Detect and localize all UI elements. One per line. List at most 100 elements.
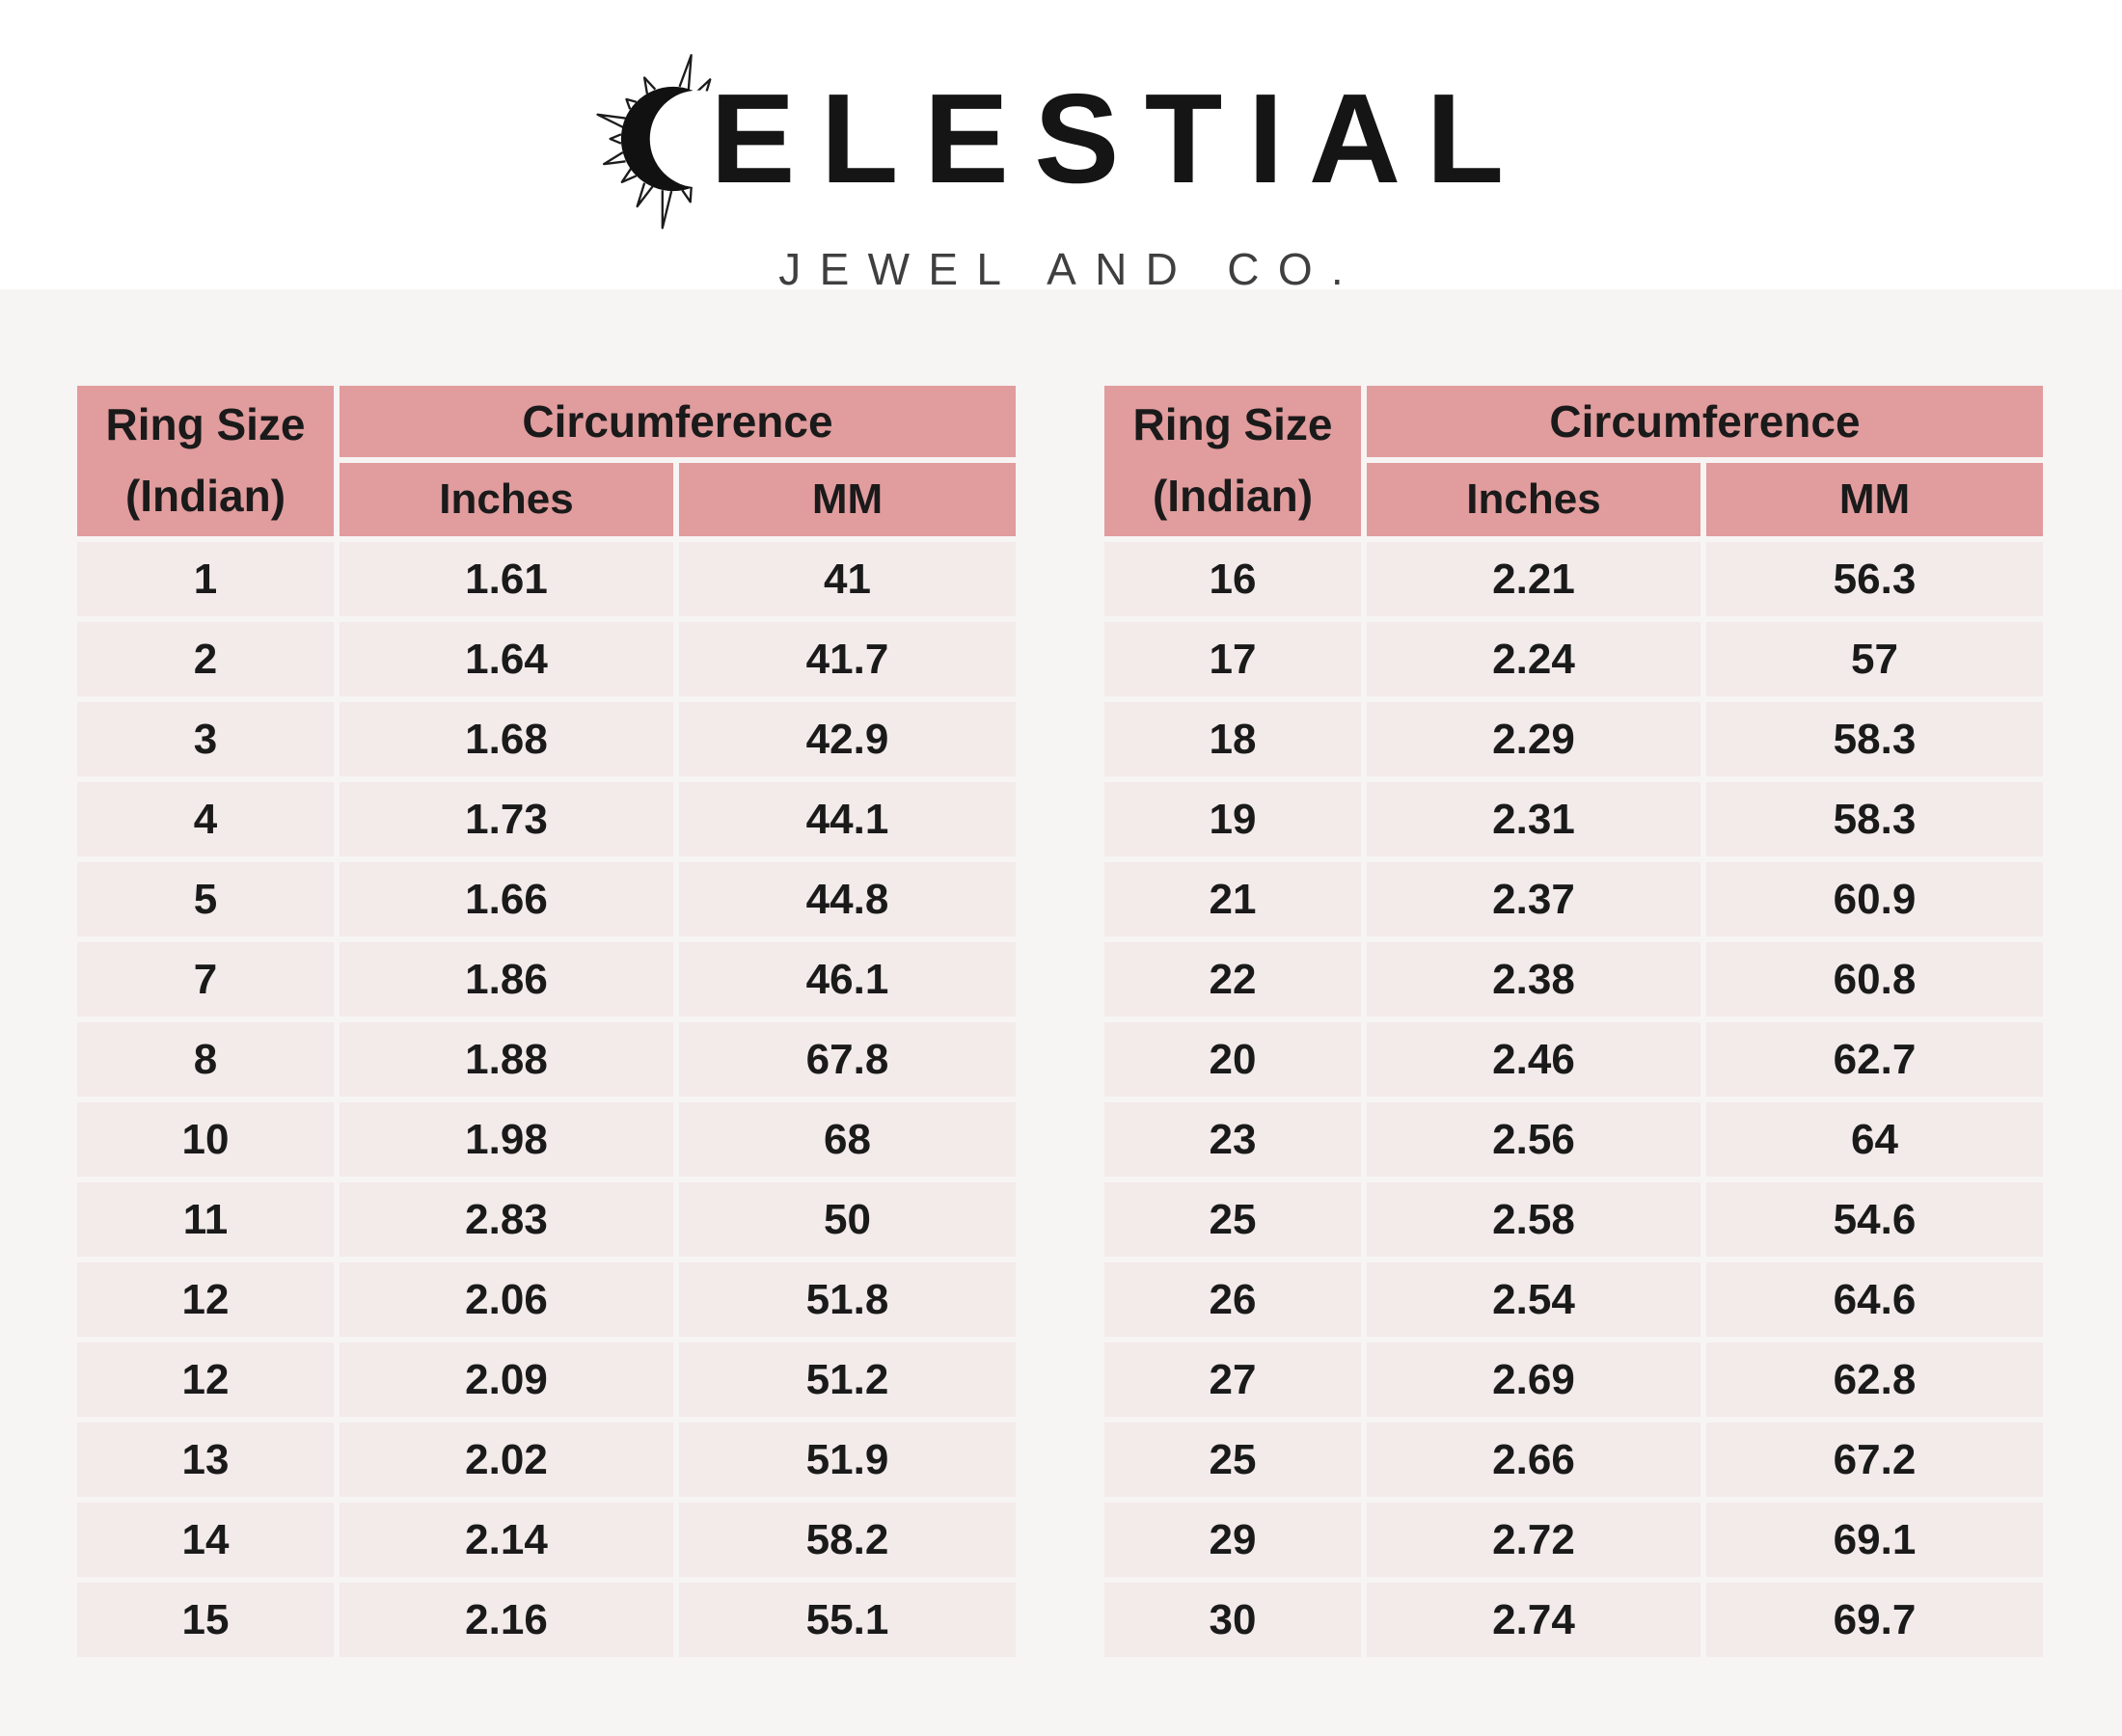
ring-size-cell: 17: [1104, 622, 1361, 696]
inches-cell: 2.24: [1367, 622, 1700, 696]
ring-size-table-right-body: 16 2.21 56.3 17 2.24 57 18 2.29 58.3 19 2.31 58.3 21…: [1104, 542, 2043, 1657]
table-row: 1 1.61 41: [77, 542, 1016, 616]
ring-size-header-line1: Ring Size: [105, 399, 306, 450]
mm-cell: 57: [1706, 622, 2043, 696]
table-row: 14 2.14 58.2: [77, 1503, 1016, 1577]
table-row: 25 2.58 54.6: [1104, 1182, 2043, 1257]
ring-size-header: Ring Size (Indian): [1104, 386, 1361, 536]
table-row: 16 2.21 56.3: [1104, 542, 2043, 616]
ring-size-cell: 27: [1104, 1343, 1361, 1417]
table-row: 19 2.31 58.3: [1104, 782, 2043, 856]
table-row: 2 1.64 41.7: [77, 622, 1016, 696]
table-row: 30 2.74 69.7: [1104, 1583, 2043, 1657]
ring-size-cell: 25: [1104, 1423, 1361, 1497]
ring-size-header: Ring Size (Indian): [77, 386, 334, 536]
table-row: 15 2.16 55.1: [77, 1583, 1016, 1657]
inches-cell: 1.66: [340, 862, 673, 936]
mm-cell: 56.3: [1706, 542, 2043, 616]
inches-cell: 1.68: [340, 702, 673, 776]
mm-cell: 69.1: [1706, 1503, 2043, 1577]
ring-size-table-left-body: 1 1.61 41 2 1.64 41.7 3 1.68 42.9 4 1.73 44.1 5 1.66 4…: [77, 542, 1016, 1657]
ring-size-cell: 4: [77, 782, 334, 856]
ring-size-cell: 15: [77, 1583, 334, 1657]
mm-header: MM: [679, 463, 1016, 536]
mm-cell: 51.2: [679, 1343, 1016, 1417]
ring-size-header-line2: (Indian): [1152, 471, 1314, 521]
mm-cell: 58.3: [1706, 702, 2043, 776]
ring-size-cell: 13: [77, 1423, 334, 1497]
ring-size-header-line1: Ring Size: [1132, 399, 1333, 450]
ring-size-header-line2: (Indian): [124, 471, 286, 521]
mm-cell: 44.1: [679, 782, 1016, 856]
table-row: 5 1.66 44.8: [77, 862, 1016, 936]
mm-cell: 68: [679, 1102, 1016, 1177]
table-row: 4 1.73 44.1: [77, 782, 1016, 856]
mm-cell: 58.2: [679, 1503, 1016, 1577]
ring-size-cell: 23: [1104, 1102, 1361, 1177]
ring-size-cell: 16: [1104, 542, 1361, 616]
inches-cell: 2.74: [1367, 1583, 1700, 1657]
mm-cell: 60.9: [1706, 862, 2043, 936]
inches-cell: 2.56: [1367, 1102, 1700, 1177]
mm-cell: 42.9: [679, 702, 1016, 776]
table-row: 7 1.86 46.1: [77, 942, 1016, 1017]
inches-cell: 2.69: [1367, 1343, 1700, 1417]
ring-size-cell: 25: [1104, 1182, 1361, 1257]
mm-cell: 60.8: [1706, 942, 2043, 1017]
mm-cell: 67.8: [679, 1022, 1016, 1097]
ring-size-cell: 11: [77, 1182, 334, 1257]
inches-cell: 2.46: [1367, 1022, 1700, 1097]
ring-size-cell: 30: [1104, 1583, 1361, 1657]
table-row: 3 1.68 42.9: [77, 702, 1016, 776]
ring-size-cell: 12: [77, 1262, 334, 1337]
table-row: 27 2.69 62.8: [1104, 1343, 2043, 1417]
inches-cell: 2.31: [1367, 782, 1700, 856]
table-row: 8 1.88 67.8: [77, 1022, 1016, 1097]
ring-size-cell: 10: [77, 1102, 334, 1177]
mm-cell: 62.7: [1706, 1022, 2043, 1097]
ring-size-cell: 21: [1104, 862, 1361, 936]
inches-cell: 2.38: [1367, 942, 1700, 1017]
table-row: 11 2.83 50: [77, 1182, 1016, 1257]
mm-cell: 50: [679, 1182, 1016, 1257]
inches-cell: 1.88: [340, 1022, 673, 1097]
ring-size-cell: 8: [77, 1022, 334, 1097]
brand-subtitle: JEWEL AND CO.: [778, 244, 1363, 294]
mm-cell: 46.1: [679, 942, 1016, 1017]
mm-cell: 54.6: [1706, 1182, 2043, 1257]
inches-header: Inches: [1367, 463, 1700, 536]
ring-size-cell: 7: [77, 942, 334, 1017]
inches-cell: 1.73: [340, 782, 673, 856]
inches-cell: 2.37: [1367, 862, 1700, 936]
crescent-sun-icon: [596, 54, 728, 230]
mm-cell: 64.6: [1706, 1262, 2043, 1337]
inches-cell: 2.14: [340, 1503, 673, 1577]
inches-cell: 2.06: [340, 1262, 673, 1337]
mm-cell: 62.8: [1706, 1343, 2043, 1417]
mm-cell: 58.3: [1706, 782, 2043, 856]
circumference-header: Circumference: [340, 386, 1016, 457]
mm-cell: 55.1: [679, 1583, 1016, 1657]
inches-cell: 2.83: [340, 1182, 673, 1257]
brand-logo: ELESTIAL: [0, 37, 2122, 241]
table-row: 13 2.02 51.9: [77, 1423, 1016, 1497]
inches-cell: 2.54: [1367, 1262, 1700, 1337]
mm-cell: 41: [679, 542, 1016, 616]
table-row: 25 2.66 67.2: [1104, 1423, 2043, 1497]
inches-cell: 2.72: [1367, 1503, 1700, 1577]
inches-cell: 2.09: [340, 1343, 673, 1417]
inches-cell: 2.66: [1367, 1423, 1700, 1497]
inches-cell: 2.02: [340, 1423, 673, 1497]
ring-size-table-left: Ring Size (Indian) Circumference Inches …: [71, 380, 1021, 1663]
ring-size-cell: 20: [1104, 1022, 1361, 1097]
mm-cell: 69.7: [1706, 1583, 2043, 1657]
ring-size-cell: 26: [1104, 1262, 1361, 1337]
mm-cell: 64: [1706, 1102, 2043, 1177]
inches-cell: 2.16: [340, 1583, 673, 1657]
inches-cell: 1.61: [340, 542, 673, 616]
table-row: 12 2.06 51.8: [77, 1262, 1016, 1337]
ring-size-cell: 2: [77, 622, 334, 696]
ring-size-cell: 3: [77, 702, 334, 776]
table-row: 21 2.37 60.9: [1104, 862, 2043, 936]
